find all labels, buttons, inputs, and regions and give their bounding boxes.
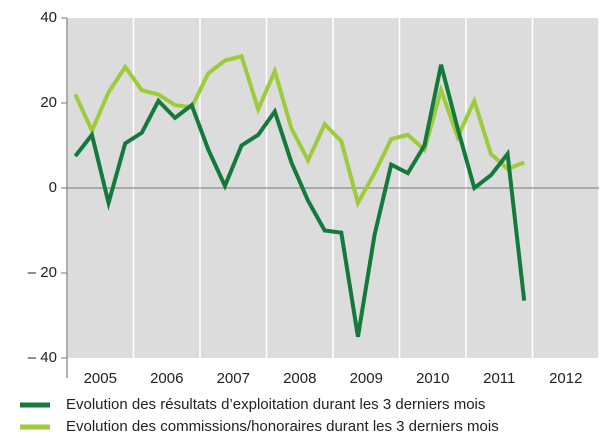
y-tick-label: 40 [40,9,57,26]
x-tick-label: 2009 [350,370,383,387]
x-tick-label: 2005 [84,370,117,387]
y-tick-label: – 40 [28,349,57,366]
y-tick-label: – 20 [28,264,57,281]
legend-label: Evolution des résultats d’exploitation d… [66,396,485,413]
x-tick-label: 2011 [483,370,515,387]
series-line [73,53,525,209]
x-tick-label: 2007 [217,370,250,387]
x-tick-label: 2010 [416,370,449,387]
x-tick-label: 2012 [549,370,582,387]
x-tick-label: 2006 [150,370,183,387]
legend-label: Evolution des commissions/honoraires dur… [66,418,499,435]
series-line [73,64,527,338]
x-tick-label: 2008 [283,370,316,387]
y-tick-label: 0 [49,179,57,196]
y-tick-label: 20 [40,94,57,111]
